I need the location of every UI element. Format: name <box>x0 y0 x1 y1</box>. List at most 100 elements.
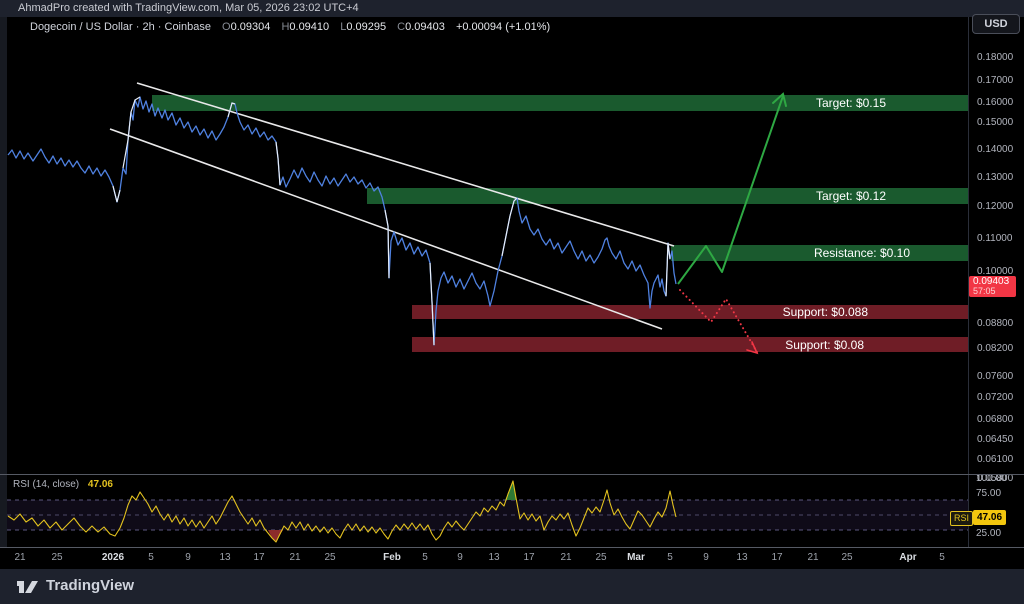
open-label: O <box>222 21 231 33</box>
footer-bar: TradingView <box>0 569 1024 604</box>
last-price-value: 0.09403 <box>973 276 1010 287</box>
channel-trendline-lower <box>109 128 663 330</box>
support-zone-0088: Support: $0.088 <box>412 305 968 319</box>
time-label: 5 <box>148 552 154 563</box>
close-value: 0.09403 <box>405 21 445 33</box>
price-line-highlight <box>122 96 141 169</box>
price-label: 0.12000 <box>977 201 1014 212</box>
last-price-tag: 0.09403 57:05 <box>969 276 1016 297</box>
symbol-info: Dogecoin / US Dollar · 2h · Coinbase O0.… <box>30 21 550 35</box>
time-label: 17 <box>523 552 535 563</box>
price-line-highlight <box>112 185 121 203</box>
price-line-highlight <box>384 209 390 279</box>
rsi-value: 47.06 <box>87 479 113 490</box>
price-label: 0.16000 <box>977 97 1014 108</box>
price-label: 0.07600 <box>977 371 1014 382</box>
price-label: 0.06100 <box>977 454 1014 465</box>
support-zone-008-label: Support: $0.08 <box>785 338 864 352</box>
price-label: 0.17000 <box>977 75 1014 86</box>
time-label: 13 <box>219 552 231 563</box>
bullish-projection-line <box>677 95 784 285</box>
resistance-zone-010: Resistance: $0.10 <box>671 245 968 261</box>
time-label: 25 <box>595 552 607 563</box>
time-label: Apr <box>899 552 917 563</box>
tradingview-brand-text[interactable]: TradingView <box>46 577 135 594</box>
target-zone-015-label: Target: $0.15 <box>815 96 886 110</box>
resistance-zone-010-label: Resistance: $0.10 <box>813 246 910 260</box>
rsi-title: RSI (14, close) <box>13 479 80 490</box>
close-label: C <box>397 21 406 33</box>
rsi-line <box>7 480 677 543</box>
low-label: L <box>340 21 347 33</box>
price-label: 0.06450 <box>977 434 1014 445</box>
open-value: 0.09304 <box>230 21 271 33</box>
target-zone-015: Target: $0.15 <box>152 95 968 111</box>
time-label: Mar <box>627 552 645 563</box>
time-label: 9 <box>457 552 463 563</box>
rsi-scale-25: 25.00 <box>976 528 1002 539</box>
time-label: 13 <box>736 552 748 563</box>
timescale-separator <box>0 547 1024 548</box>
time-label: 5 <box>667 552 673 563</box>
price-label: 0.11000 <box>977 233 1013 244</box>
price-line-highlight <box>501 197 518 257</box>
time-scale[interactable]: 21 25 2026 5 9 13 17 21 25 Feb 5 9 13 17… <box>0 548 1024 569</box>
price-line-highlight <box>665 242 671 297</box>
price-label: 0.08200 <box>977 343 1014 354</box>
currency-toggle-button[interactable]: USD <box>972 14 1020 34</box>
time-label: 9 <box>185 552 191 563</box>
price-line-highlight <box>227 102 236 118</box>
time-label: 25 <box>51 552 63 563</box>
low-value: 0.09295 <box>346 21 387 33</box>
rsi-scale-100: 100.00 <box>976 473 1007 484</box>
bearish-projection-dotted-line <box>679 289 758 353</box>
price-label: 0.10000 <box>977 266 1014 277</box>
price-line-highlight <box>429 262 435 346</box>
time-label: 9 <box>703 552 709 563</box>
rsi-axis-value-badge: 47.06 <box>973 510 1007 525</box>
time-label: 2026 <box>101 552 125 563</box>
high-label: H <box>281 21 290 33</box>
pane-separator[interactable] <box>0 474 1024 475</box>
bearish-projection-arrowhead <box>746 341 759 355</box>
price-label: 0.14000 <box>977 144 1014 155</box>
time-label: 17 <box>253 552 265 563</box>
support-zone-0088-label: Support: $0.088 <box>782 305 868 319</box>
watermark-text: AhmadPro created with TradingView.com, M… <box>18 2 359 14</box>
time-label: 5 <box>939 552 945 563</box>
time-label: 5 <box>422 552 428 563</box>
channel-trendline-upper <box>136 82 675 247</box>
price-label: 0.15000 <box>977 117 1014 128</box>
price-line-highlight <box>275 141 281 186</box>
time-label: 21 <box>289 552 301 563</box>
rsi-oversold-fill <box>268 530 283 542</box>
left-gutter <box>0 17 7 568</box>
tradingview-logo-icon[interactable] <box>17 578 39 595</box>
bar-countdown: 57:05 <box>973 286 996 296</box>
price-label: 0.05800 <box>977 473 1014 484</box>
price-label: 0.06800 <box>977 414 1014 425</box>
change-value: +0.00094 (+1.01%) <box>455 21 551 33</box>
rsi-scale-75: 75.00 <box>976 488 1002 499</box>
price-label: 0.07200 <box>977 392 1014 403</box>
time-label: 21 <box>14 552 26 563</box>
time-label: Feb <box>383 552 401 563</box>
price-label: 0.08800 <box>977 318 1014 329</box>
price-line <box>7 96 677 346</box>
high-value: 0.09410 <box>289 21 330 33</box>
time-label: 25 <box>841 552 853 563</box>
rsi-indicator-header[interactable]: RSI (14, close) 47.06 <box>13 479 113 490</box>
time-label: 25 <box>324 552 336 563</box>
rsi-axis-badge: RSI <box>950 511 974 526</box>
time-label: 21 <box>807 552 819 563</box>
bullish-projection-arrowhead <box>772 92 787 107</box>
support-zone-008: Support: $0.08 <box>412 337 968 352</box>
time-label: 21 <box>560 552 572 563</box>
symbol-title: Dogecoin / US Dollar · 2h · Coinbase <box>30 21 211 33</box>
watermark-bar: AhmadPro created with TradingView.com, M… <box>0 0 1024 17</box>
target-zone-012-label: Target: $0.12 <box>815 189 886 203</box>
time-label: 13 <box>488 552 500 563</box>
price-label: 0.18000 <box>977 52 1014 63</box>
